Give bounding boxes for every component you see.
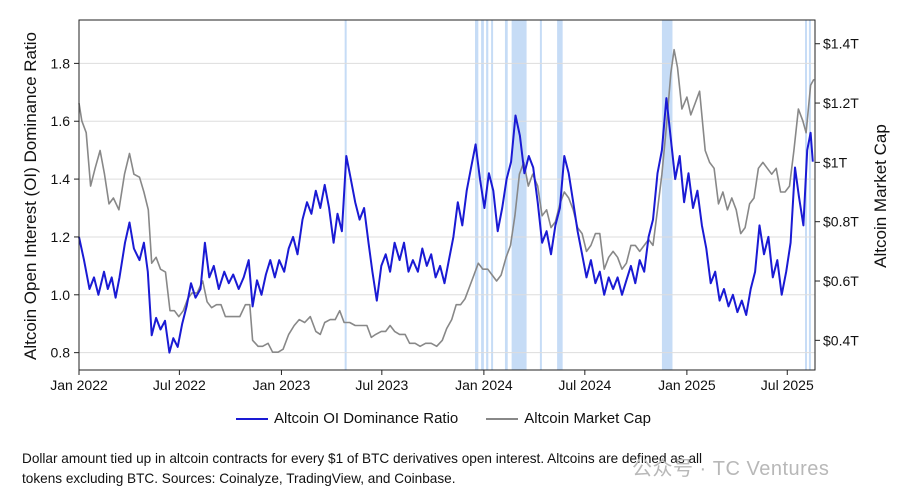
series-lines xyxy=(78,48,815,354)
right-y-tick-label: $0.8T xyxy=(823,214,859,230)
right-y-axis-ticks: $0.4T $0.6T $0.8T $1T $1.2T $1.4T xyxy=(815,36,859,348)
right-y-tick-label: $1T xyxy=(823,154,848,170)
plot-frame xyxy=(78,19,816,371)
gridlines xyxy=(79,62,815,354)
chart-legend: Altcoin OI Dominance Ratio Altcoin Marke… xyxy=(236,410,669,427)
x-tick-label: Jan 2022 xyxy=(50,377,108,393)
right-y-tick-label: $0.6T xyxy=(823,273,859,289)
left-y-axis-title: Altcoin Open Interest (OI) Dominance Rat… xyxy=(21,32,40,360)
legend-label-market-cap: Altcoin Market Cap xyxy=(524,410,651,427)
left-y-axis-ticks: 0.8 1.0 1.2 1.4 1.6 1.8 xyxy=(51,55,79,361)
right-y-tick-label: $0.4T xyxy=(823,332,859,348)
x-axis-ticks: Jan 2022 Jul 2022 Jan 2023 Jul 2023 Jan 2024… xyxy=(50,370,814,393)
legend-swatch-oi-ratio xyxy=(236,417,268,420)
highlight-band xyxy=(504,20,508,370)
highlight-band xyxy=(486,20,489,370)
right-y-tick-label: $1.4T xyxy=(823,36,859,52)
market-cap-line xyxy=(78,48,815,353)
left-y-tick-label: 1.4 xyxy=(51,171,71,187)
highlight-band xyxy=(808,20,811,370)
oi-dominance-line xyxy=(78,97,814,354)
chart-caption: Dollar amount tied up in altcoin contrac… xyxy=(22,451,703,486)
x-tick-label: Jul 2023 xyxy=(355,377,408,393)
right-y-axis-title: Altcoin Market Cap xyxy=(871,124,890,268)
right-y-tick-label: $1.2T xyxy=(823,95,859,111)
left-y-tick-label: 1.6 xyxy=(51,113,71,129)
x-tick-label: Jan 2024 xyxy=(455,377,513,393)
highlight-band xyxy=(475,20,479,370)
highlight-band xyxy=(805,20,808,370)
highlight-bands xyxy=(344,20,811,370)
x-tick-label: Jul 2022 xyxy=(153,377,206,393)
left-y-tick-label: 1.0 xyxy=(51,287,71,303)
highlight-band xyxy=(511,20,527,370)
highlight-band xyxy=(539,20,542,370)
highlight-band xyxy=(491,20,494,370)
legend-label-oi-ratio: Altcoin OI Dominance Ratio xyxy=(274,410,459,427)
x-tick-label: Jan 2023 xyxy=(253,377,311,393)
dual-axis-line-chart: Jan 2022 Jul 2022 Jan 2023 Jul 2023 Jan 2024… xyxy=(21,19,890,393)
highlight-band xyxy=(344,20,347,370)
legend-item-oi-ratio: Altcoin OI Dominance Ratio xyxy=(236,410,458,427)
left-y-tick-label: 1.2 xyxy=(51,229,71,245)
highlight-band xyxy=(661,20,673,370)
x-tick-label: Jan 2025 xyxy=(658,377,716,393)
left-y-tick-label: 1.8 xyxy=(51,55,71,71)
legend-swatch-market-cap xyxy=(486,417,519,420)
x-tick-label: Jul 2025 xyxy=(761,377,814,393)
legend-item-market-cap: Altcoin Market Cap xyxy=(486,410,651,427)
watermark: 公众号 · TC Ventures xyxy=(632,458,830,480)
highlight-band xyxy=(557,20,563,370)
x-tick-label: Jul 2024 xyxy=(558,377,611,393)
left-y-tick-label: 0.8 xyxy=(51,345,71,361)
